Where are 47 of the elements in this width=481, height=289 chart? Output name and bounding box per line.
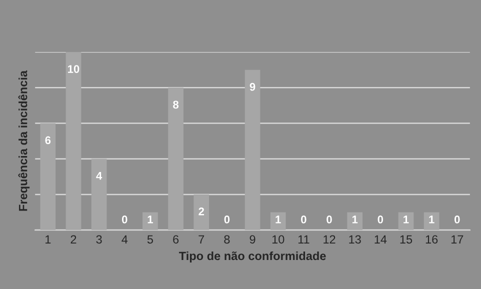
x-tick-label: 1 [46,235,51,244]
bar [424,212,440,230]
data-label: 0 [122,216,128,224]
x-tick-label: 5 [147,235,153,244]
bar [398,212,414,230]
data-label: 0 [326,216,332,224]
x-tick-label: 17 [451,235,464,244]
x-tick-label: 15 [400,235,412,244]
data-label: 1 [429,216,434,224]
bar [347,212,363,230]
x-tick-label: 3 [96,235,102,244]
x-tick-label: 14 [374,235,387,244]
data-label: 6 [45,136,51,144]
bar [91,158,107,230]
x-tick-label: 10 [272,235,284,244]
data-label: 0 [454,216,460,224]
data-label: 0 [301,216,306,224]
data-label: 1 [404,216,409,224]
data-label: 9 [250,82,256,91]
data-label: 8 [173,100,179,109]
data-label: 4 [96,172,102,180]
bar [40,123,56,230]
bar [194,194,210,230]
bar [168,88,184,230]
data-label: 0 [378,216,384,224]
x-tick-label: 11 [298,235,310,244]
x-tick-label: 9 [250,235,256,244]
x-tick-label: 13 [349,235,361,244]
x-tick-label: 8 [224,235,230,244]
data-label: 2 [198,208,204,216]
data-label: 1 [148,216,153,224]
x-tick-label: 4 [122,235,128,244]
x-tick-label: 12 [324,235,336,244]
data-label: 1 [276,216,281,224]
x-tick-label: 7 [198,235,204,244]
x-tick-label: 2 [70,235,76,244]
bar [66,52,82,230]
bar [142,212,158,230]
x-tick-label: 16 [426,235,438,244]
data-label: 10 [68,65,80,73]
x-axis-title: Tipo de não conformidade [178,251,326,262]
data-label: 0 [224,216,230,224]
data-label: 1 [352,216,358,224]
y-axis-title: Frequência da incidência [18,70,30,211]
x-tick-label: 6 [173,235,179,244]
bar [270,212,286,230]
bar [244,70,260,230]
